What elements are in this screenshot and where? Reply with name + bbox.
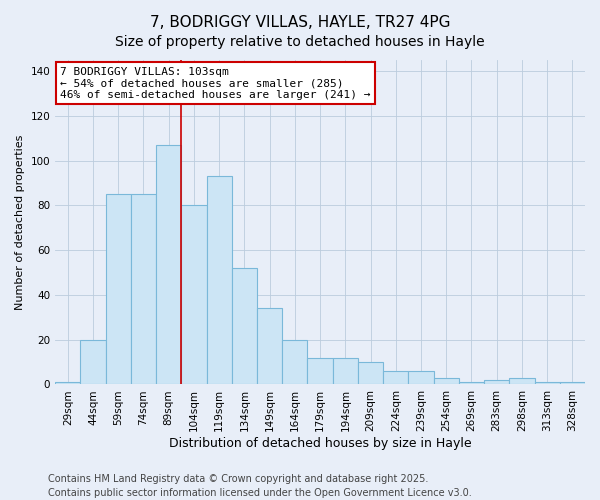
X-axis label: Distribution of detached houses by size in Hayle: Distribution of detached houses by size … <box>169 437 472 450</box>
Bar <box>459 382 484 384</box>
Text: 7, BODRIGGY VILLAS, HAYLE, TR27 4PG: 7, BODRIGGY VILLAS, HAYLE, TR27 4PG <box>150 15 450 30</box>
Bar <box>206 176 232 384</box>
Bar <box>282 340 307 384</box>
Bar <box>55 382 80 384</box>
Bar <box>232 268 257 384</box>
Bar <box>332 358 358 384</box>
Bar <box>409 371 434 384</box>
Bar <box>181 206 206 384</box>
Text: Contains HM Land Registry data © Crown copyright and database right 2025.
Contai: Contains HM Land Registry data © Crown c… <box>48 474 472 498</box>
Bar <box>131 194 156 384</box>
Bar <box>106 194 131 384</box>
Bar <box>383 371 409 384</box>
Bar <box>535 382 560 384</box>
Bar <box>156 145 181 384</box>
Bar <box>509 378 535 384</box>
Text: Size of property relative to detached houses in Hayle: Size of property relative to detached ho… <box>115 35 485 49</box>
Y-axis label: Number of detached properties: Number of detached properties <box>15 134 25 310</box>
Bar <box>358 362 383 384</box>
Bar <box>434 378 459 384</box>
Bar <box>560 382 585 384</box>
Bar <box>80 340 106 384</box>
Bar <box>307 358 332 384</box>
Bar <box>257 308 282 384</box>
Bar <box>484 380 509 384</box>
Text: 7 BODRIGGY VILLAS: 103sqm
← 54% of detached houses are smaller (285)
46% of semi: 7 BODRIGGY VILLAS: 103sqm ← 54% of detac… <box>60 66 371 100</box>
